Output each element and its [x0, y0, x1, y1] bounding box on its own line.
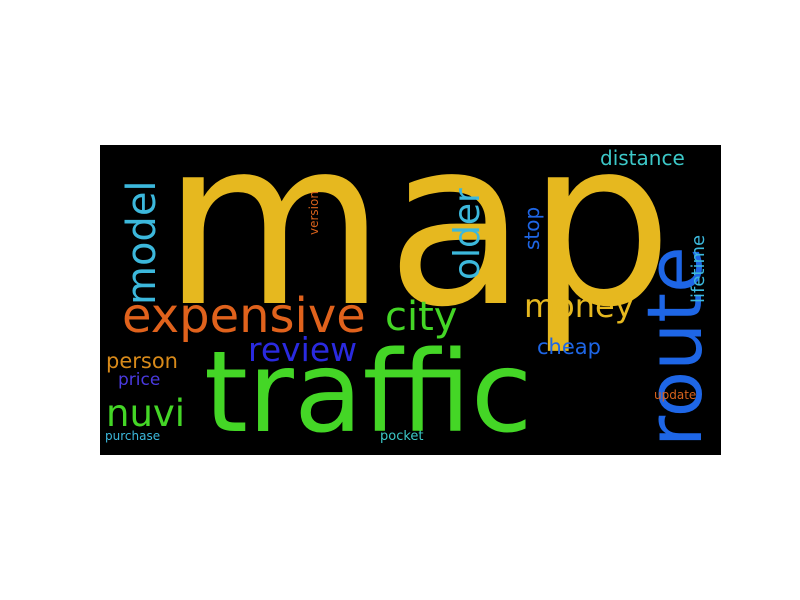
word-version: version: [307, 191, 321, 235]
word-expensive: expensive: [122, 288, 366, 344]
word-model: model: [119, 180, 165, 305]
word-traffic: traffic: [204, 328, 533, 455]
word-stop: stop: [520, 206, 544, 250]
word-older: older: [447, 188, 488, 280]
word-money: money: [524, 287, 634, 325]
word-purchase: purchase: [105, 429, 161, 443]
word-person: person: [106, 349, 178, 373]
word-cheap: cheap: [537, 335, 601, 359]
word-review: review: [248, 330, 358, 369]
word-lifetime: lifetime: [688, 234, 709, 303]
word-price: price: [118, 370, 161, 390]
word-city: city: [385, 294, 458, 340]
word-cloud: map traffic route expensive city review …: [100, 145, 721, 455]
word-distance: distance: [600, 146, 685, 170]
word-pocket: pocket: [380, 429, 424, 444]
word-update: update: [654, 388, 697, 402]
word-map: map: [162, 145, 673, 358]
word-nuvi: nuvi: [106, 392, 186, 435]
